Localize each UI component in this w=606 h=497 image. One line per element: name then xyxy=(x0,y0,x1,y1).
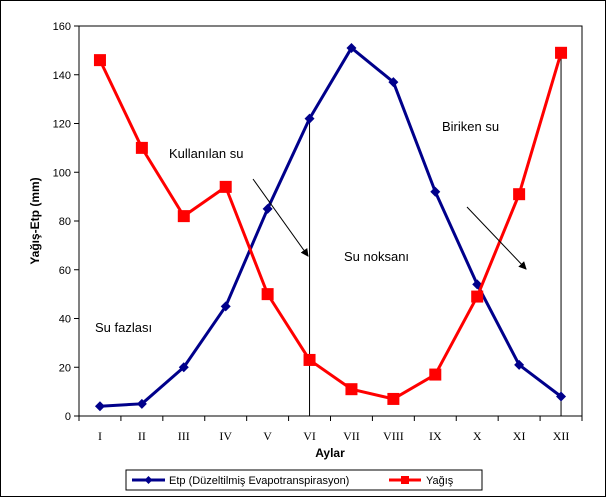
data-point-yagis xyxy=(135,141,148,154)
y-tick-label: 120 xyxy=(53,119,71,131)
x-tick-label: VI xyxy=(303,429,316,443)
data-point-etp xyxy=(304,113,315,124)
data-point-etp xyxy=(136,398,147,409)
arrow-biriken-su xyxy=(466,206,527,270)
data-point-yagis xyxy=(261,288,274,301)
y-tick-label: 40 xyxy=(59,314,71,326)
data-point-yagis xyxy=(177,210,190,223)
x-tick-label: IV xyxy=(219,429,232,443)
data-point-etp xyxy=(388,77,399,88)
x-tick-label: X xyxy=(473,429,482,443)
series-line-yagis xyxy=(98,52,563,401)
legend: Etp (Düzeltilmiş Evapotranspirasyon) Yağ… xyxy=(125,469,483,491)
annotation-su-fazlasi: Su fazlası xyxy=(95,320,152,335)
x-axis-title: Aylar xyxy=(315,446,345,460)
x-tick-label: XI xyxy=(513,429,526,443)
x-tick-label: I xyxy=(98,429,102,443)
data-point-etp xyxy=(556,391,567,402)
data-point-yagis xyxy=(93,54,106,67)
arrow-kullanilan-su xyxy=(252,178,309,257)
x-tick-label: VIII xyxy=(383,429,404,443)
legend-label-yagis: Yağış xyxy=(426,475,454,487)
y-tick-label: 60 xyxy=(59,265,71,277)
y-axis: 0 20 40 60 80 100 120 140 160 xyxy=(53,21,79,423)
annotation-biriken-su: Biriken su xyxy=(442,119,499,134)
data-point-yagis xyxy=(303,353,316,366)
reference-lines xyxy=(309,52,562,416)
data-point-yagis xyxy=(555,46,568,59)
series-line-etp xyxy=(99,46,562,408)
legend-label-etp: Etp (Düzeltilmiş Evapotranspirasyon) xyxy=(169,475,349,487)
series-layer xyxy=(93,42,568,412)
y-tick-label: 140 xyxy=(53,70,71,82)
x-tick-label: IX xyxy=(429,429,442,443)
data-point-yagis xyxy=(219,180,232,193)
y-tick-label: 160 xyxy=(53,21,71,33)
annotation-kullanilan-su: Kullanılan su xyxy=(169,146,243,161)
y-tick-label: 100 xyxy=(53,167,71,179)
annotation-su-noksani: Su noksanı xyxy=(344,249,409,264)
legend-box xyxy=(125,469,483,491)
x-tick-label: II xyxy=(138,429,146,443)
y-tick-label: 0 xyxy=(65,411,71,423)
data-point-yagis xyxy=(345,383,358,396)
legend-marker-yagis xyxy=(401,476,409,484)
data-point-yagis xyxy=(471,290,484,303)
data-point-yagis xyxy=(387,392,400,405)
y-tick-label: 20 xyxy=(59,362,71,374)
data-point-yagis xyxy=(513,188,526,201)
x-tick-label: XII xyxy=(553,429,570,443)
data-point-etp xyxy=(262,203,273,214)
x-axis: I II III IV V VI VII VIII IX X XI XII xyxy=(78,416,583,443)
data-point-etp xyxy=(514,359,525,370)
x-tick-label: V xyxy=(263,429,272,443)
y-axis-title: Yağış-Etp (mm) xyxy=(28,177,42,264)
data-point-etp xyxy=(94,401,105,412)
data-point-etp xyxy=(178,362,189,373)
data-point-etp xyxy=(220,301,231,312)
plot-area xyxy=(78,25,583,417)
x-tick-label: III xyxy=(178,429,190,443)
data-point-yagis xyxy=(429,368,442,381)
data-point-etp xyxy=(430,186,441,197)
y-tick-label: 80 xyxy=(59,216,71,228)
legend-marker-etp xyxy=(144,476,153,484)
data-point-etp xyxy=(346,42,357,53)
x-tick-label: VII xyxy=(343,429,360,443)
